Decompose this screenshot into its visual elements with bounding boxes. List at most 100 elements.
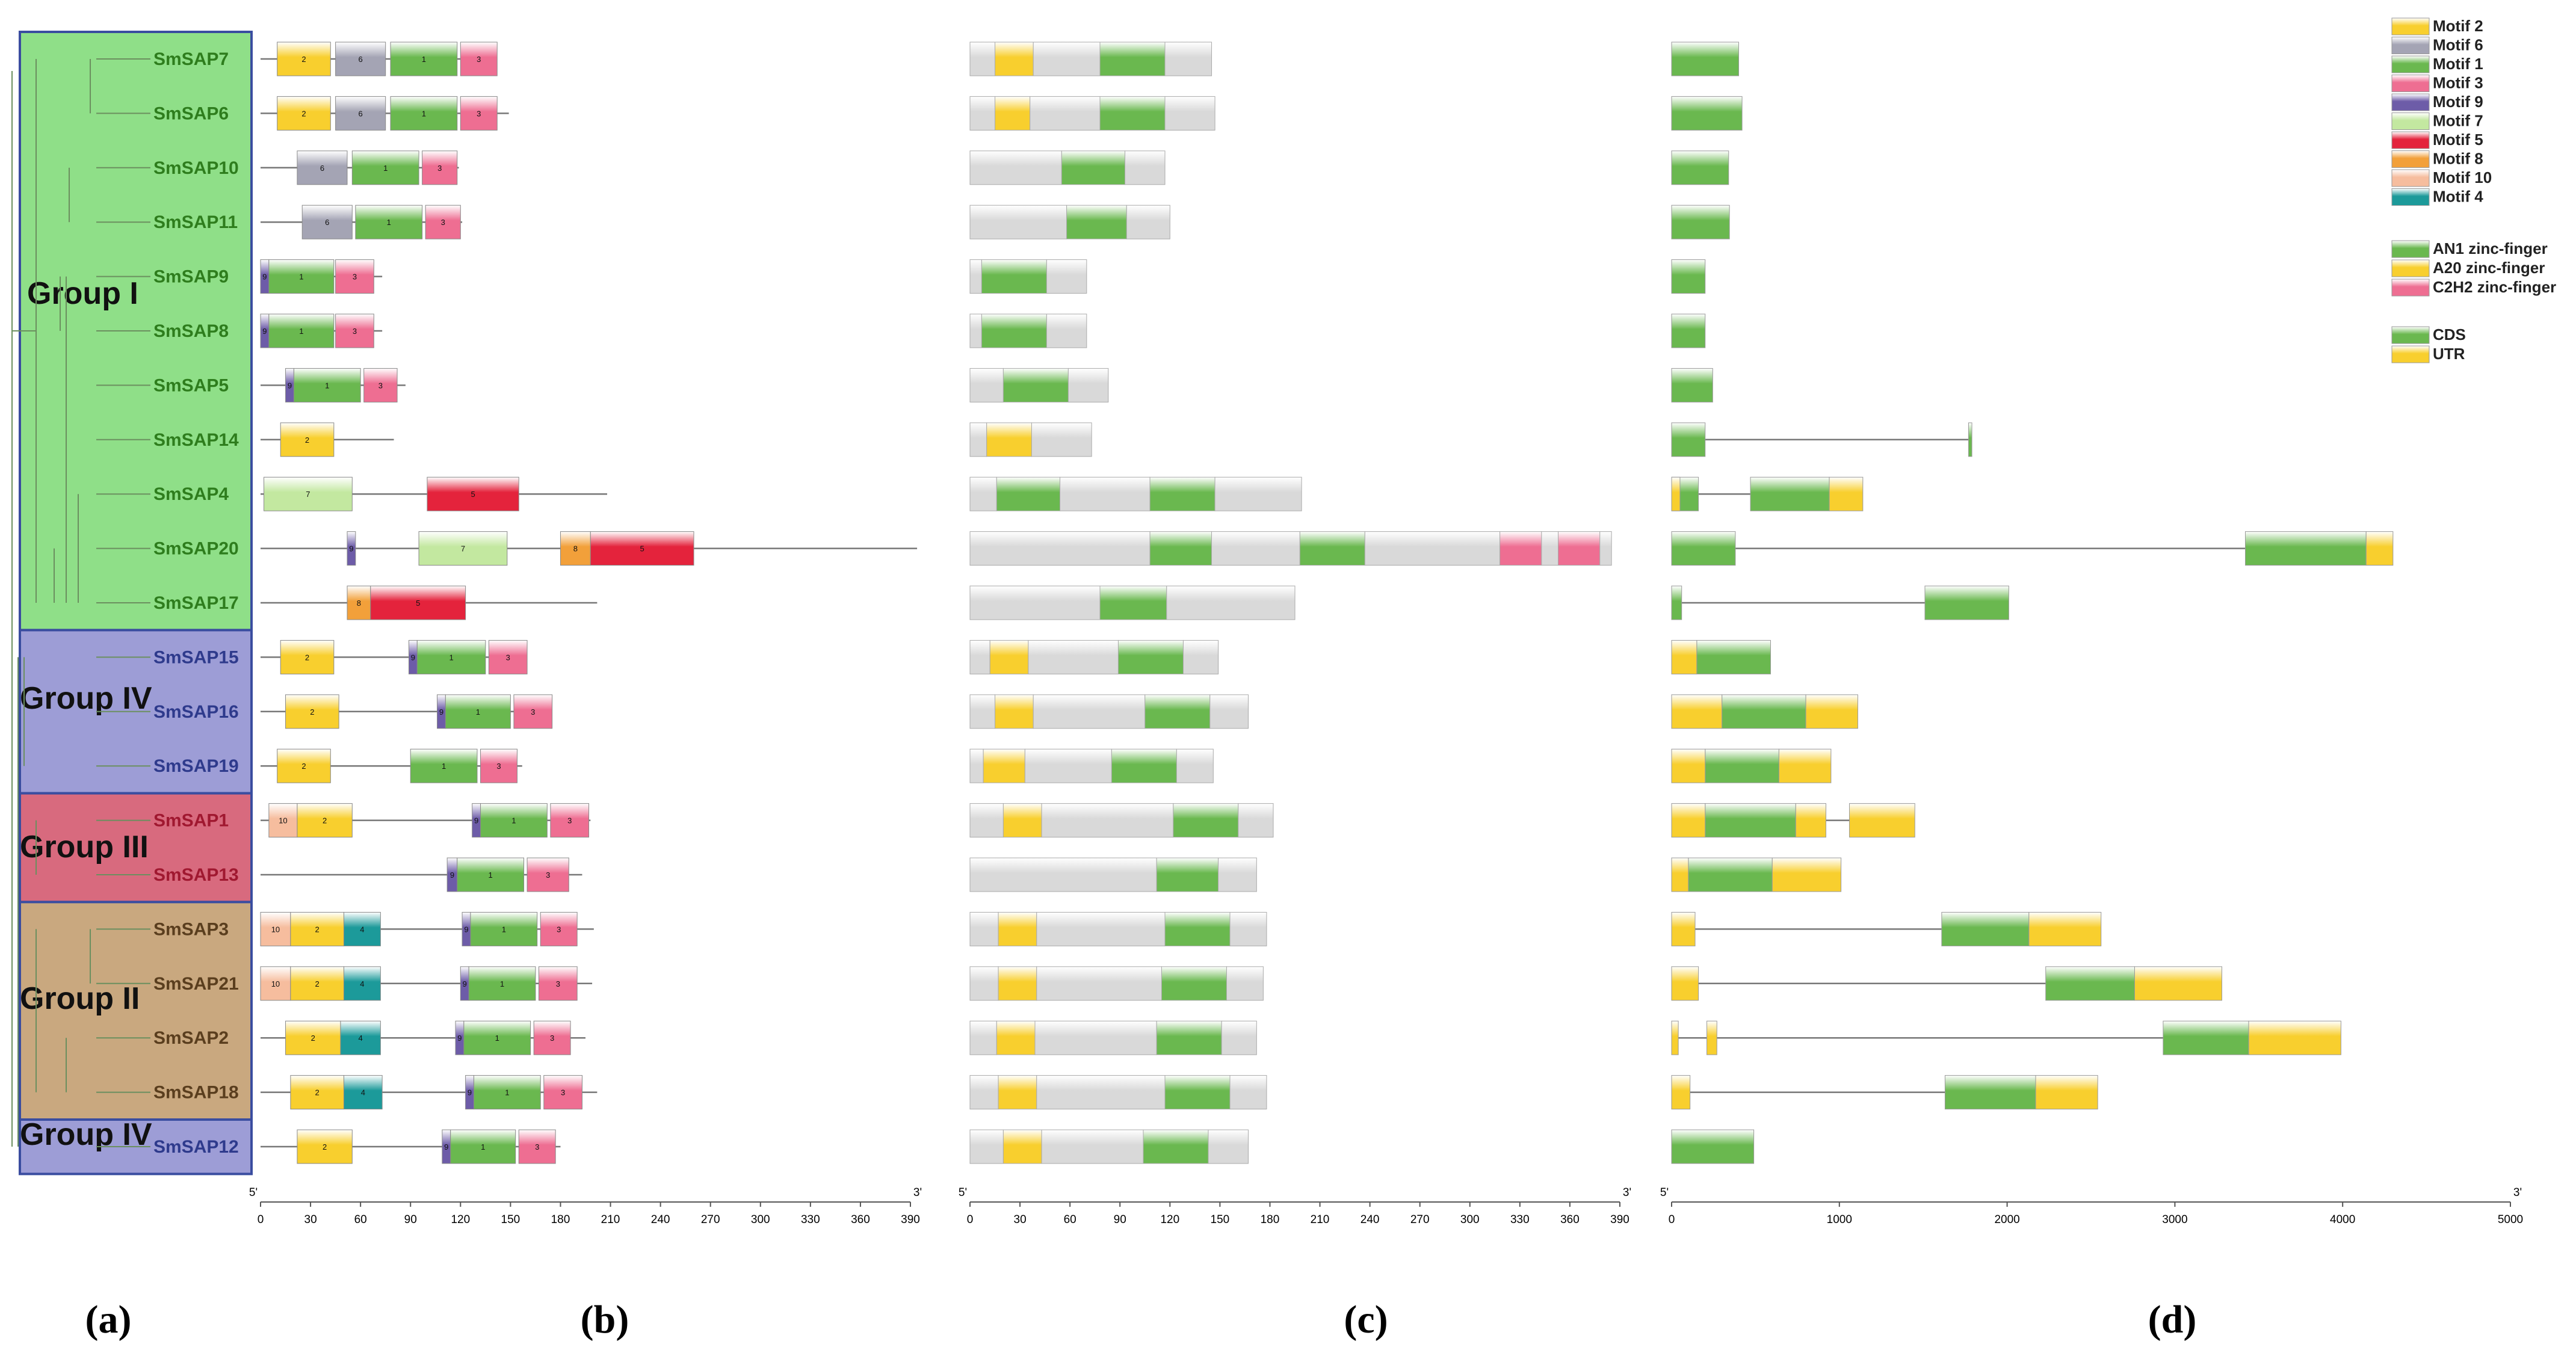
motif-2 — [290, 911, 344, 946]
motif-3 — [422, 150, 458, 185]
motif-3 — [425, 205, 461, 239]
motif-6 — [301, 205, 353, 239]
motif-number: 1 — [422, 109, 426, 118]
panel-d-tick-label: 5000 — [2498, 1213, 2523, 1226]
motif-number: 6 — [320, 164, 324, 173]
motif-3 — [363, 368, 398, 402]
panel-label: (c) — [1344, 1298, 1388, 1342]
motif-7 — [418, 531, 508, 566]
protein-backbone — [969, 96, 996, 131]
panel-b-tick-label: 300 — [751, 1213, 770, 1226]
domain-AN1 — [1156, 1020, 1222, 1055]
cds-block — [1671, 313, 1706, 348]
cds-block — [2045, 966, 2135, 1001]
motif-number: 4 — [360, 925, 364, 934]
motif-number: 2 — [305, 653, 309, 662]
panel-d-tick-label: 1000 — [1827, 1213, 1852, 1226]
motif-number: 10 — [279, 816, 287, 825]
protein-backbone — [1218, 857, 1257, 892]
domain-A20 — [998, 966, 1037, 1001]
panel-label: (b) — [581, 1298, 629, 1342]
protein-backbone — [969, 748, 984, 783]
panel-b-tick-label: 390 — [901, 1213, 920, 1226]
utr-block — [1805, 694, 1858, 729]
protein-backbone — [1126, 205, 1170, 239]
group-label: Group III — [20, 830, 149, 865]
protein-backbone — [1214, 476, 1302, 511]
panel-c-tick-label: 330 — [1510, 1213, 1530, 1226]
domain-A20 — [995, 694, 1034, 729]
motif-6 — [335, 96, 386, 131]
motif-1 — [470, 911, 538, 946]
protein-backbone — [1041, 1129, 1144, 1164]
utr-block — [2365, 531, 2394, 566]
cds-block — [1671, 368, 1713, 402]
domain-AN1 — [1299, 531, 1365, 566]
motif-number: 9 — [411, 653, 415, 662]
domain-AN1 — [1161, 966, 1227, 1001]
panel-b-tick-label: 120 — [451, 1213, 470, 1226]
motif-number: 3 — [557, 925, 561, 934]
domain-AN1 — [1164, 911, 1231, 946]
panel-c-tick-label: 30 — [1014, 1213, 1027, 1226]
motif-2 — [290, 966, 344, 1001]
motif-1 — [416, 640, 486, 674]
cds-block — [1671, 531, 1736, 566]
gene-label-SmSAP2: SmSAP2 — [153, 1028, 229, 1048]
domain-A20 — [998, 911, 1037, 946]
protein-backbone — [969, 313, 982, 348]
domain-AN1 — [981, 259, 1047, 294]
protein-backbone — [1033, 694, 1146, 729]
motif-2 — [277, 42, 331, 76]
motif-3 — [550, 803, 590, 838]
motif-1 — [445, 694, 511, 729]
protein-backbone — [1229, 1075, 1267, 1110]
legend-swatch-motif-6 — [2391, 37, 2430, 54]
motif-1 — [293, 368, 361, 402]
domain-A20 — [995, 42, 1034, 76]
motif-3 — [335, 313, 374, 348]
gene-label-SmSAP19: SmSAP19 — [153, 756, 239, 776]
cds-block — [1705, 748, 1779, 783]
domain-AN1 — [1099, 96, 1166, 131]
gene-label-SmSAP18: SmSAP18 — [153, 1083, 239, 1103]
motif-number: 3 — [561, 1088, 565, 1097]
legend-swatch-AN1 — [2391, 240, 2430, 258]
motif-number: 9 — [288, 381, 292, 390]
motif-10 — [260, 966, 291, 1001]
utr-block — [1671, 640, 1697, 674]
legend-swatch-motif-10 — [2391, 169, 2430, 187]
gene-label-SmSAP7: SmSAP7 — [153, 49, 229, 69]
utr-block — [1671, 1075, 1691, 1110]
motif-number: 1 — [449, 653, 453, 662]
motif-5 — [427, 476, 519, 511]
panel-d-gene-structure — [1671, 42, 2394, 1164]
utr-block — [2035, 1075, 2098, 1110]
gene-labels: SmSAP7 SmSAP6 SmSAP10 SmSAP11 SmSAP9 SmSAP8 Sm… — [153, 49, 239, 1157]
motif-number: 1 — [422, 55, 426, 64]
motif-number: 3 — [441, 218, 445, 227]
cds-block — [1968, 422, 1972, 457]
protein-backbone — [1060, 476, 1151, 511]
motif-1 — [457, 857, 525, 892]
domain-AN1 — [996, 476, 1061, 511]
motif-number: 3 — [567, 816, 572, 825]
protein-backbone — [1036, 1075, 1166, 1110]
domain-AN1 — [1164, 1075, 1231, 1110]
domain-A20 — [1002, 803, 1042, 838]
protein-backbone — [1164, 42, 1212, 76]
protein-backbone — [969, 694, 996, 729]
panel-c-tick-label: 90 — [1114, 1213, 1126, 1226]
group-box-II — [19, 901, 253, 1121]
domain-AN1 — [1002, 368, 1069, 402]
motif-number: 5 — [640, 544, 644, 553]
motif-6 — [297, 150, 348, 185]
domain-AN1 — [1099, 42, 1166, 76]
motif-3 — [540, 911, 578, 946]
protein-backbone — [969, 259, 982, 294]
protein-backbone — [969, 531, 1151, 566]
motif-1 — [463, 1020, 531, 1055]
gene-label-SmSAP4: SmSAP4 — [153, 484, 229, 504]
